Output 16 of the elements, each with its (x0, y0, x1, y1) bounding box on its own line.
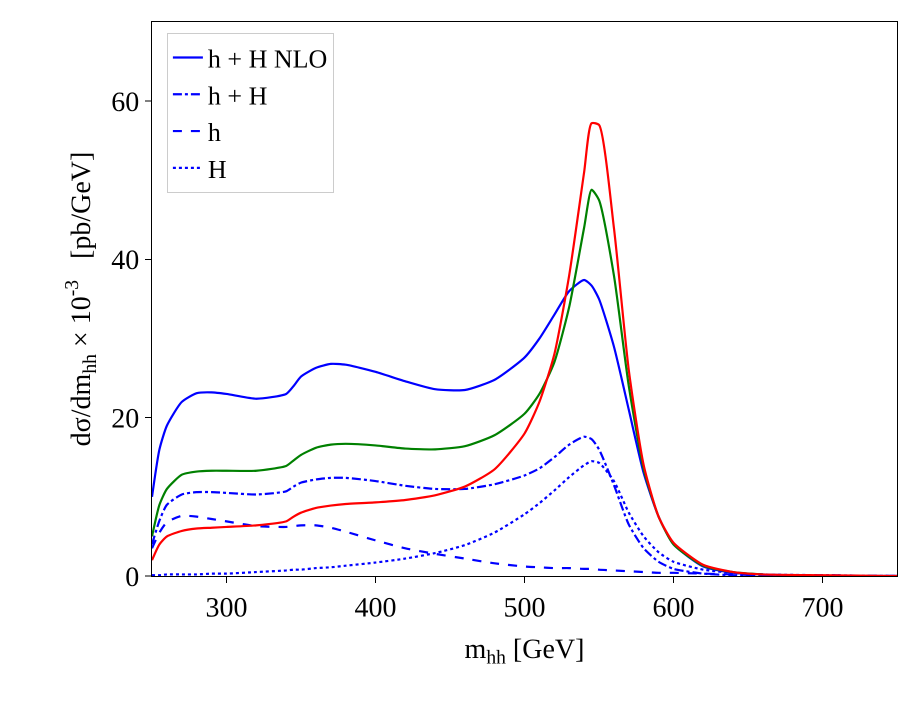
y-tick-label: 40 (111, 245, 140, 276)
y-tick-label: 60 (111, 86, 140, 118)
legend-label: H (208, 155, 227, 184)
x-tick-label: 700 (802, 592, 844, 624)
x-tick-label: 600 (652, 592, 694, 624)
x-tick-label: 500 (504, 592, 546, 624)
x-tick-label: 400 (354, 592, 396, 624)
x-axis-title: m$_{hh}$ [GeV] (464, 634, 584, 669)
line-series (152, 122, 897, 576)
legend-label: h + H (208, 81, 268, 110)
y-tick-label: 0 (125, 562, 140, 593)
x-tick-label: 300 (206, 592, 248, 624)
legend-label: h (208, 118, 221, 148)
legend-label: h + H NLO (208, 44, 328, 74)
line-series (152, 188, 764, 576)
y-tick-label: 20 (111, 404, 140, 435)
